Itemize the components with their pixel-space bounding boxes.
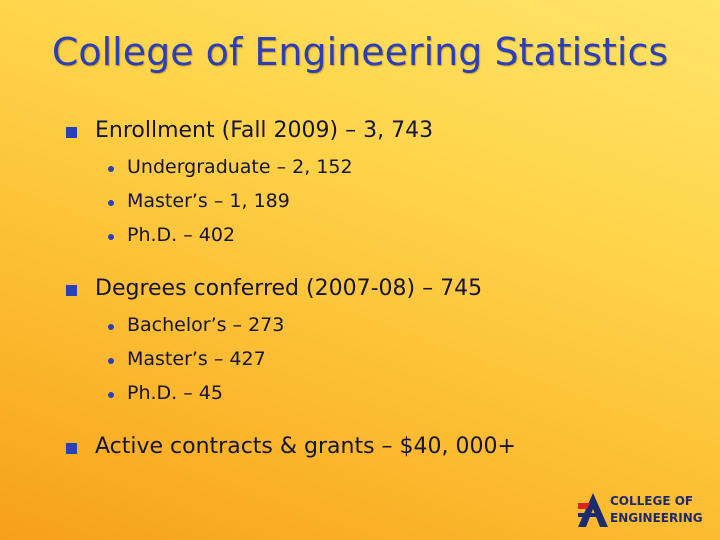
sub-bullet-marker [108,200,114,206]
sub-bullet-text: Bachelor’s – 273 [127,314,285,336]
sub-bullet-marker [108,234,114,240]
sub-bullet-marker [108,392,114,398]
logo-line: ENGINEERING [610,511,703,525]
bullet-text: Active contracts & grants – $40, 000+ [95,434,516,459]
bullet-marker [66,127,77,138]
sub-bullet-text: Ph.D. – 45 [127,382,223,404]
sub-bullet-text: Ph.D. – 402 [127,224,236,246]
sub-bullet-text: Undergraduate – 2, 152 [127,156,353,178]
logo-line: COLLEGE OF [610,494,694,508]
logo: COLLEGE OF ENGINEERING [578,492,703,528]
logo-icon [578,493,608,527]
sub-bullet-marker [108,358,114,364]
slide-title: College of Engineering Statistics [51,30,669,74]
bullet-marker [66,285,77,296]
sub-bullet-marker [108,166,114,172]
sub-bullet-marker [108,324,114,330]
bullet-marker [66,443,77,454]
bullet-text: Degrees conferred (2007-08) – 745 [95,276,483,301]
sub-bullet-text: Master’s – 1, 189 [127,190,290,212]
bullet-text: Enrollment (Fall 2009) – 3, 743 [95,118,434,143]
sub-bullet-text: Master’s – 427 [127,348,266,370]
